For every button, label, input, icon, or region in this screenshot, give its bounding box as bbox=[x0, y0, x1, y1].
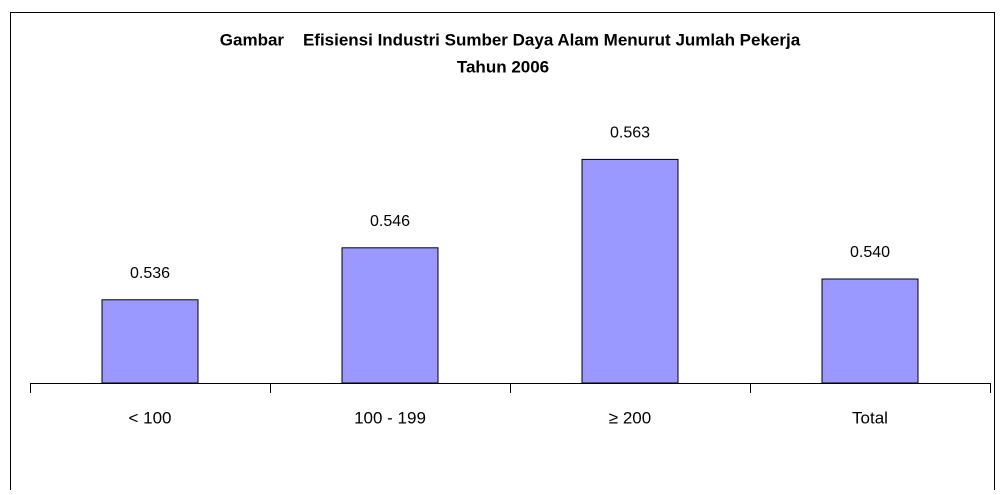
data-label: 0.546 bbox=[370, 213, 410, 230]
x-tick-label: Total bbox=[852, 408, 888, 427]
bar bbox=[341, 247, 439, 384]
x-tick-label: < 100 bbox=[128, 408, 171, 427]
data-label: 0.536 bbox=[130, 265, 170, 282]
x-tick-label: ≥ 200 bbox=[609, 408, 651, 427]
chart-title: Gambar Efisiensi Industri Sumber Daya Al… bbox=[220, 30, 801, 49]
data-label: 0.540 bbox=[850, 244, 890, 261]
x-tick-label: 100 - 199 bbox=[354, 408, 426, 427]
bar bbox=[821, 278, 919, 384]
chart-subtitle: Tahun 2006 bbox=[457, 57, 549, 76]
data-label: 0.563 bbox=[610, 125, 650, 142]
chart-frame bbox=[10, 12, 995, 495]
bar bbox=[101, 299, 199, 384]
bar bbox=[581, 158, 679, 384]
